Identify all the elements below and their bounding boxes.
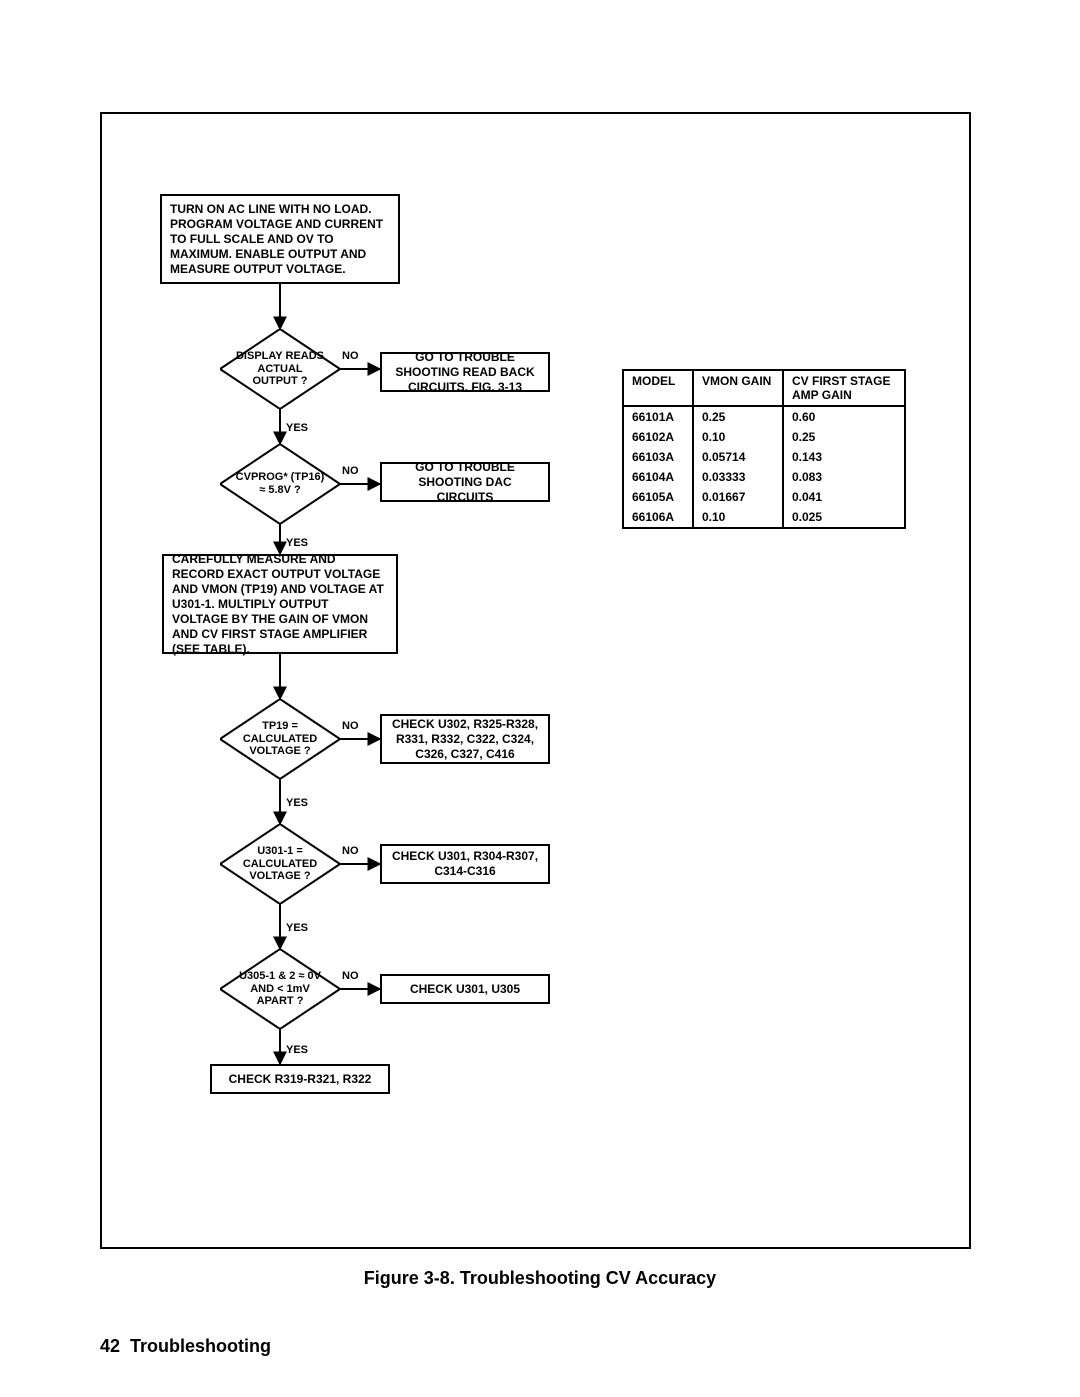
- process-box: CHECK R319-R321, R322: [210, 1064, 390, 1094]
- table-cell: 0.01667: [694, 487, 784, 507]
- page-footer: 42 Troubleshooting: [100, 1336, 271, 1357]
- edge-label: YES: [286, 537, 308, 549]
- process-box: GO TO TROUBLE SHOOTING DAC CIRCUITS: [380, 462, 550, 502]
- table-header-cell: MODEL: [624, 371, 694, 407]
- table-row: 66103A0.057140.143: [624, 447, 904, 467]
- table-row: 66101A0.250.60: [624, 407, 904, 427]
- table-cell: 0.03333: [694, 467, 784, 487]
- table-cell: 0.10: [694, 507, 784, 527]
- section-title: Troubleshooting: [130, 1336, 271, 1356]
- table-cell: 0.041: [784, 487, 904, 507]
- table-cell: 66101A: [624, 407, 694, 427]
- edge-label: NO: [342, 720, 359, 732]
- figure-caption: Figure 3-8. Troubleshooting CV Accuracy: [0, 1268, 1080, 1289]
- edge-label: NO: [342, 350, 359, 362]
- gain-table: MODELVMON GAINCV FIRST STAGE AMP GAIN661…: [622, 369, 906, 529]
- figure-frame: MODELVMON GAINCV FIRST STAGE AMP GAIN661…: [100, 112, 971, 1249]
- edge-label: YES: [286, 422, 308, 434]
- table-cell: 66105A: [624, 487, 694, 507]
- table-cell: 66106A: [624, 507, 694, 527]
- process-box: CHECK U301, U305: [380, 974, 550, 1004]
- table-header-cell: CV FIRST STAGE AMP GAIN: [784, 371, 904, 407]
- table-header-cell: VMON GAIN: [694, 371, 784, 407]
- table-cell: 66103A: [624, 447, 694, 467]
- table-cell: 0.025: [784, 507, 904, 527]
- table-cell: 0.60: [784, 407, 904, 427]
- edge-label: NO: [342, 465, 359, 477]
- decision-diamond: U305-1 & 2 ≈ 0V AND < 1mV APART ?: [220, 949, 340, 1029]
- process-box: TURN ON AC LINE WITH NO LOAD. PROGRAM VO…: [160, 194, 400, 284]
- edge-label: NO: [342, 845, 359, 857]
- decision-diamond: CVPROG* (TP16) ≈ 5.8V ?: [220, 444, 340, 524]
- decision-diamond: TP19 = CALCULATED VOLTAGE ?: [220, 699, 340, 779]
- table-cell: 0.083: [784, 467, 904, 487]
- table-row: 66105A0.016670.041: [624, 487, 904, 507]
- edge-label: YES: [286, 1044, 308, 1056]
- decision-diamond: U301-1 = CALCULATED VOLTAGE ?: [220, 824, 340, 904]
- table-cell: 66104A: [624, 467, 694, 487]
- process-box: GO TO TROUBLE SHOOTING READ BACK CIRCUIT…: [380, 352, 550, 392]
- table-cell: 0.25: [694, 407, 784, 427]
- edge-label: YES: [286, 797, 308, 809]
- table-cell: 0.143: [784, 447, 904, 467]
- table-row: 66106A0.100.025: [624, 507, 904, 527]
- table-cell: 0.10: [694, 427, 784, 447]
- page: MODELVMON GAINCV FIRST STAGE AMP GAIN661…: [0, 0, 1080, 1397]
- table-row: 66104A0.033330.083: [624, 467, 904, 487]
- decision-diamond: DISPLAY READS ACTUAL OUTPUT ?: [220, 329, 340, 409]
- edge-label: NO: [342, 970, 359, 982]
- process-box: CHECK U302, R325-R328, R331, R332, C322,…: [380, 714, 550, 764]
- table-row: 66102A0.100.25: [624, 427, 904, 447]
- edge-label: YES: [286, 922, 308, 934]
- table-cell: 0.05714: [694, 447, 784, 467]
- process-box: CHECK U301, R304-R307, C314-C316: [380, 844, 550, 884]
- process-box: CAREFULLY MEASURE AND RECORD EXACT OUTPU…: [162, 554, 398, 654]
- table-cell: 66102A: [624, 427, 694, 447]
- table-cell: 0.25: [784, 427, 904, 447]
- page-number: 42: [100, 1336, 120, 1356]
